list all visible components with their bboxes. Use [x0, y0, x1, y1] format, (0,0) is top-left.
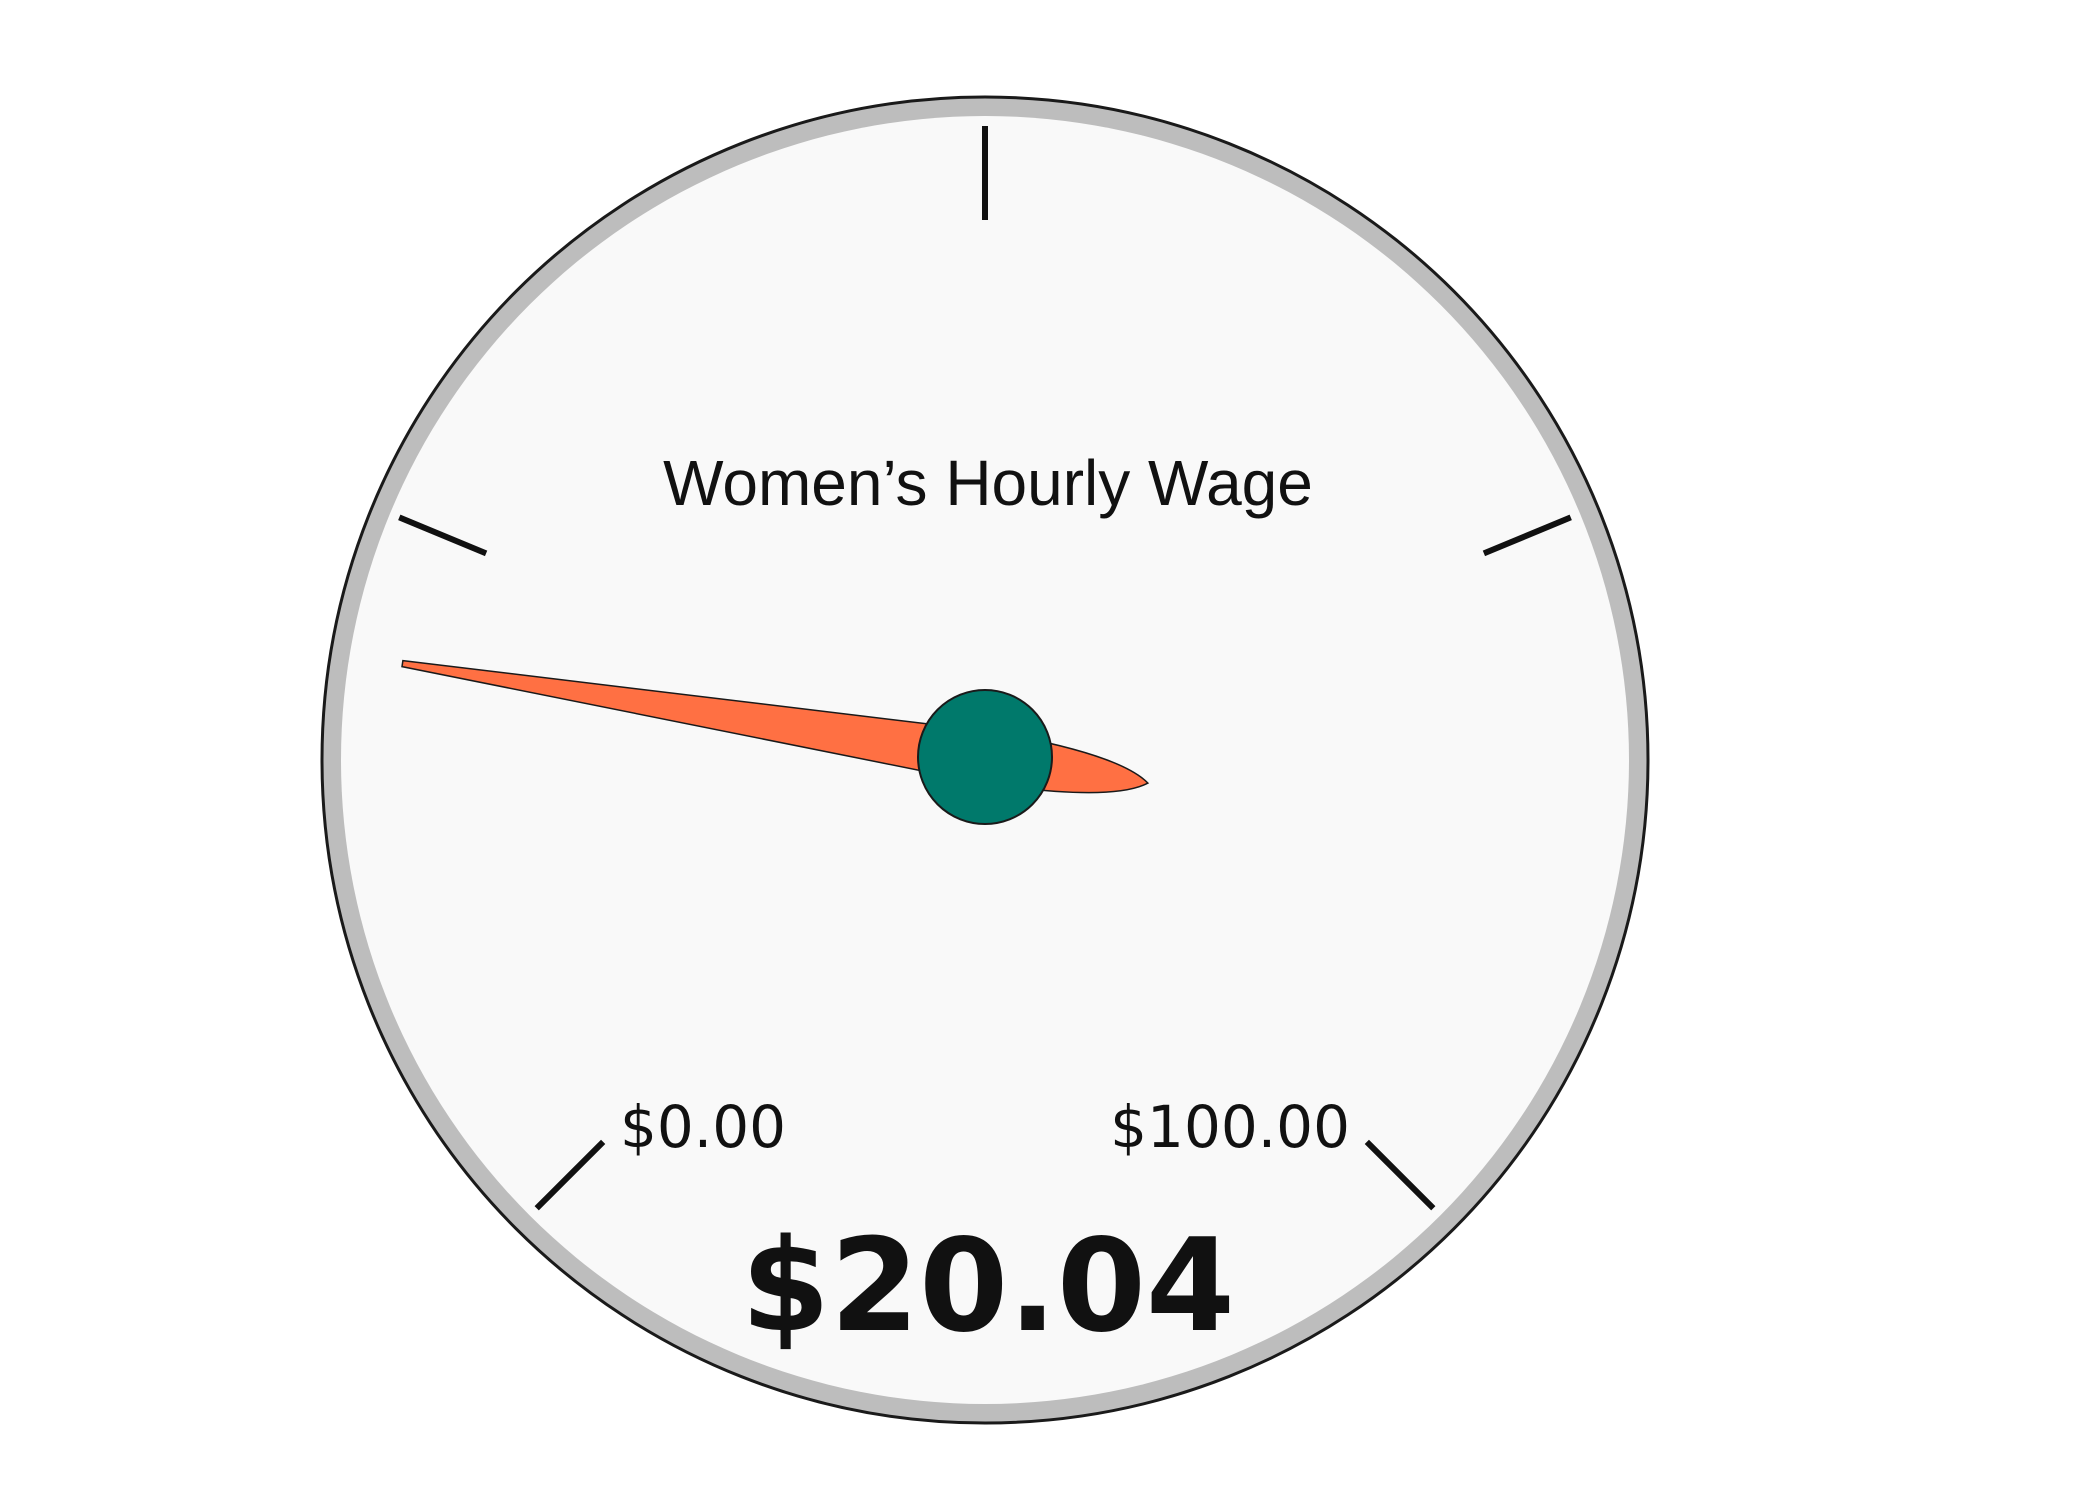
max-value-label: $100.00: [1110, 1093, 1350, 1161]
gauge-tick: [398, 514, 488, 557]
gauge-ticks: [398, 126, 1572, 1211]
gauge-title: Women’s Hourly Wage: [663, 447, 1313, 519]
gauge-tick: [1482, 514, 1572, 557]
current-value-readout: $20.04: [741, 1212, 1235, 1361]
gauge-tick: [1364, 1139, 1436, 1211]
gauge-tick: [534, 1139, 606, 1211]
needle-hub: [917, 689, 1053, 825]
min-value-label: $0.00: [620, 1093, 786, 1161]
